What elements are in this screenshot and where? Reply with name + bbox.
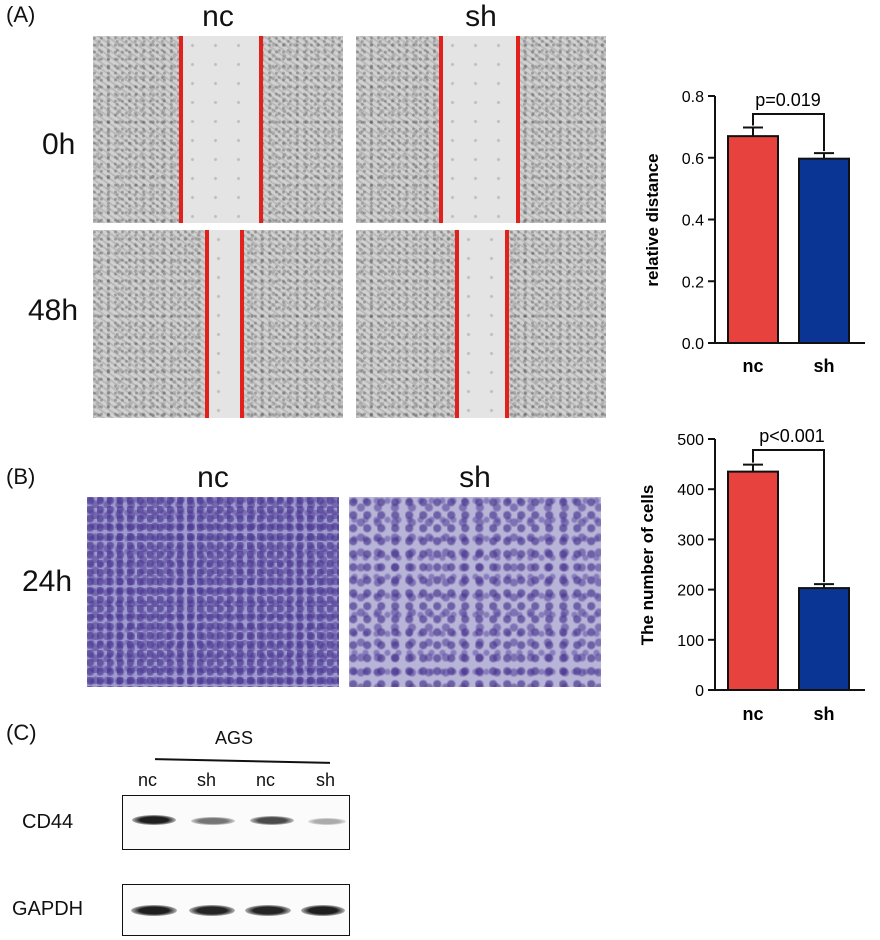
chart-a-significance-bracket [752, 113, 825, 152]
blot-gapdh [122, 884, 350, 936]
lane-label-3: nc [256, 770, 276, 790]
chart-b-ytick-label: 500 [677, 432, 704, 449]
panel-b-row-label-24h: 24h [22, 565, 73, 598]
transwell-image-nc [87, 497, 339, 687]
chart-a-xtick-sh: sh [813, 356, 834, 376]
panel-b-col-label-sh: sh [459, 461, 491, 494]
chart-a-xtick-nc: nc [742, 356, 763, 376]
chart-b-bar-sh [798, 587, 850, 691]
chart-b-ylabel: The number of cells [638, 485, 657, 646]
cell-line-underline [154, 758, 331, 764]
chart-number-of-cells: 0 100 200 300 400 500 The number of cells p<0… [638, 426, 865, 724]
wound-image-nc-48h [93, 230, 343, 418]
chart-b-bar-nc [727, 470, 779, 691]
panel-b-col-label-nc: nc [197, 461, 229, 494]
protein-label-cd44: CD44 [22, 811, 74, 833]
lane-label-1: nc [138, 770, 158, 790]
panel-a-col-label-nc: nc [202, 0, 234, 33]
chart-b-ytick-label: 400 [677, 482, 704, 499]
blot-cd44 [122, 795, 350, 850]
lane-label-2: sh [197, 770, 217, 790]
panel-b-letter: (B) [6, 464, 36, 489]
chart-b-significance-bracket [752, 449, 825, 583]
chart-b-annotation: p<0.001 [759, 426, 825, 446]
chart-a-ytick-label: 0.8 [682, 89, 704, 106]
chart-a-ylabel: relative distance [643, 153, 662, 286]
chart-a-ytick-label: 0.6 [682, 151, 704, 168]
chart-b-ytick-label: 200 [677, 583, 704, 600]
panel-a-row-label-48h: 48h [28, 294, 79, 327]
cell-line-label: AGS [215, 728, 254, 748]
panel-a-row-label-0h: 0h [42, 128, 76, 161]
chart-b-ytick-label: 0 [695, 683, 704, 700]
chart-a-annotation: p=0.019 [755, 90, 821, 110]
band-gapdh-lane-4 [301, 905, 345, 916]
wound-image-nc-0h [93, 36, 343, 223]
chart-b-xtick-nc: nc [742, 704, 763, 724]
chart-a-ytick-label: 0.0 [682, 336, 704, 353]
band-cd44-lane-1 [132, 815, 176, 825]
chart-b-ytick-label: 100 [677, 633, 704, 650]
chart-b-xtick-sh: sh [813, 704, 834, 724]
band-gapdh-lane-1 [131, 905, 177, 916]
band-cd44-lane-4 [308, 818, 346, 825]
chart-a-y-axis: 0.0 0.2 0.4 0.6 0.8 [682, 89, 716, 353]
transwell-image-sh [349, 497, 601, 687]
band-cd44-lane-3 [250, 816, 294, 825]
chart-a-ytick-label: 0.4 [682, 213, 704, 230]
panel-a-col-label-sh: sh [465, 0, 497, 33]
band-gapdh-lane-2 [189, 905, 235, 916]
chart-b-ytick-label: 300 [677, 532, 704, 549]
chart-a-bar-sh [798, 157, 850, 344]
band-gapdh-lane-3 [245, 905, 291, 916]
band-cd44-lane-2 [191, 817, 235, 825]
chart-relative-distance: 0.0 0.2 0.4 0.6 0.8 relative distance p=0.01… [643, 89, 865, 376]
lane-label-4: sh [316, 770, 336, 790]
chart-b-y-axis: 0 100 200 300 400 500 [677, 432, 716, 700]
chart-a-ytick-label: 0.2 [682, 274, 704, 291]
chart-a-bar-nc [727, 135, 779, 345]
wound-image-sh-0h [356, 36, 606, 223]
protein-label-gapdh: GAPDH [12, 898, 84, 920]
panel-a-letter: (A) [6, 2, 36, 27]
wound-image-sh-48h [356, 230, 606, 418]
panel-c-letter: (C) [6, 720, 37, 745]
